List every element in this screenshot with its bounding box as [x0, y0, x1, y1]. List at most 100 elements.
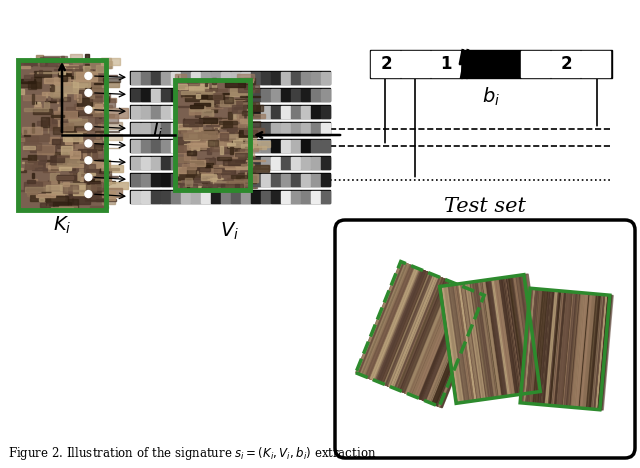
- Bar: [31, 188, 47, 197]
- Bar: [271, 190, 280, 203]
- Bar: [63, 133, 82, 141]
- Bar: [204, 104, 218, 111]
- Polygon shape: [549, 291, 561, 405]
- Bar: [239, 170, 255, 172]
- Bar: [229, 95, 233, 101]
- Bar: [214, 124, 225, 128]
- Polygon shape: [469, 282, 486, 399]
- Bar: [191, 139, 200, 152]
- Polygon shape: [403, 280, 449, 393]
- Polygon shape: [537, 290, 549, 404]
- Polygon shape: [500, 278, 518, 395]
- Bar: [198, 132, 215, 138]
- Polygon shape: [465, 282, 485, 400]
- Bar: [20, 170, 26, 172]
- Text: $b_i$: $b_i$: [482, 86, 500, 108]
- Bar: [23, 95, 45, 100]
- Polygon shape: [421, 288, 467, 399]
- Bar: [28, 180, 35, 183]
- Polygon shape: [378, 270, 424, 382]
- Bar: [95, 104, 102, 112]
- Bar: [180, 105, 189, 117]
- Bar: [301, 88, 310, 101]
- Circle shape: [85, 106, 92, 113]
- Bar: [30, 58, 31, 61]
- Polygon shape: [467, 282, 488, 400]
- Polygon shape: [506, 277, 526, 394]
- Polygon shape: [394, 277, 441, 389]
- Bar: [38, 59, 44, 65]
- Polygon shape: [596, 295, 609, 410]
- Bar: [241, 123, 250, 134]
- Polygon shape: [456, 284, 476, 401]
- Polygon shape: [522, 288, 535, 403]
- Bar: [102, 197, 115, 204]
- Bar: [34, 72, 51, 77]
- Polygon shape: [424, 289, 472, 401]
- Bar: [280, 190, 289, 203]
- Polygon shape: [419, 287, 465, 399]
- Bar: [178, 128, 191, 130]
- Bar: [194, 91, 215, 92]
- Polygon shape: [468, 282, 488, 399]
- Polygon shape: [401, 280, 451, 393]
- Polygon shape: [571, 292, 584, 408]
- Polygon shape: [413, 285, 461, 397]
- Polygon shape: [452, 284, 472, 402]
- Polygon shape: [454, 284, 472, 402]
- Bar: [190, 161, 204, 162]
- Polygon shape: [486, 279, 506, 397]
- Polygon shape: [490, 279, 509, 396]
- Polygon shape: [557, 292, 572, 406]
- Polygon shape: [388, 275, 434, 386]
- Bar: [50, 85, 54, 91]
- Bar: [77, 95, 81, 102]
- Polygon shape: [588, 294, 601, 409]
- Bar: [52, 81, 76, 85]
- Polygon shape: [555, 291, 566, 406]
- Bar: [58, 73, 66, 80]
- Bar: [161, 72, 170, 83]
- Bar: [28, 155, 36, 162]
- Polygon shape: [367, 266, 417, 379]
- Bar: [170, 156, 179, 168]
- Polygon shape: [430, 292, 476, 403]
- Bar: [205, 82, 207, 86]
- Polygon shape: [596, 295, 610, 410]
- Polygon shape: [527, 289, 541, 404]
- Bar: [225, 164, 247, 169]
- Polygon shape: [436, 294, 482, 406]
- Bar: [178, 106, 198, 107]
- Polygon shape: [465, 283, 483, 400]
- Bar: [34, 154, 46, 164]
- Polygon shape: [549, 291, 562, 406]
- Polygon shape: [524, 289, 536, 403]
- Bar: [179, 172, 194, 179]
- Bar: [182, 164, 196, 169]
- Polygon shape: [399, 279, 445, 391]
- Bar: [81, 78, 105, 80]
- Bar: [245, 123, 251, 129]
- Bar: [212, 123, 214, 129]
- Bar: [195, 110, 200, 117]
- Bar: [310, 190, 319, 203]
- Polygon shape: [449, 285, 470, 402]
- Polygon shape: [467, 283, 483, 400]
- Polygon shape: [598, 295, 609, 410]
- Bar: [24, 62, 47, 65]
- Polygon shape: [566, 292, 579, 407]
- Polygon shape: [483, 280, 504, 397]
- Bar: [188, 167, 196, 175]
- Polygon shape: [424, 289, 469, 400]
- Bar: [227, 139, 245, 141]
- Bar: [231, 174, 246, 175]
- Bar: [37, 168, 42, 169]
- Bar: [241, 144, 253, 148]
- Bar: [200, 101, 213, 108]
- Bar: [56, 66, 81, 67]
- Polygon shape: [469, 282, 489, 399]
- Bar: [63, 182, 69, 186]
- Bar: [96, 199, 116, 201]
- Polygon shape: [483, 280, 500, 397]
- Polygon shape: [472, 281, 494, 399]
